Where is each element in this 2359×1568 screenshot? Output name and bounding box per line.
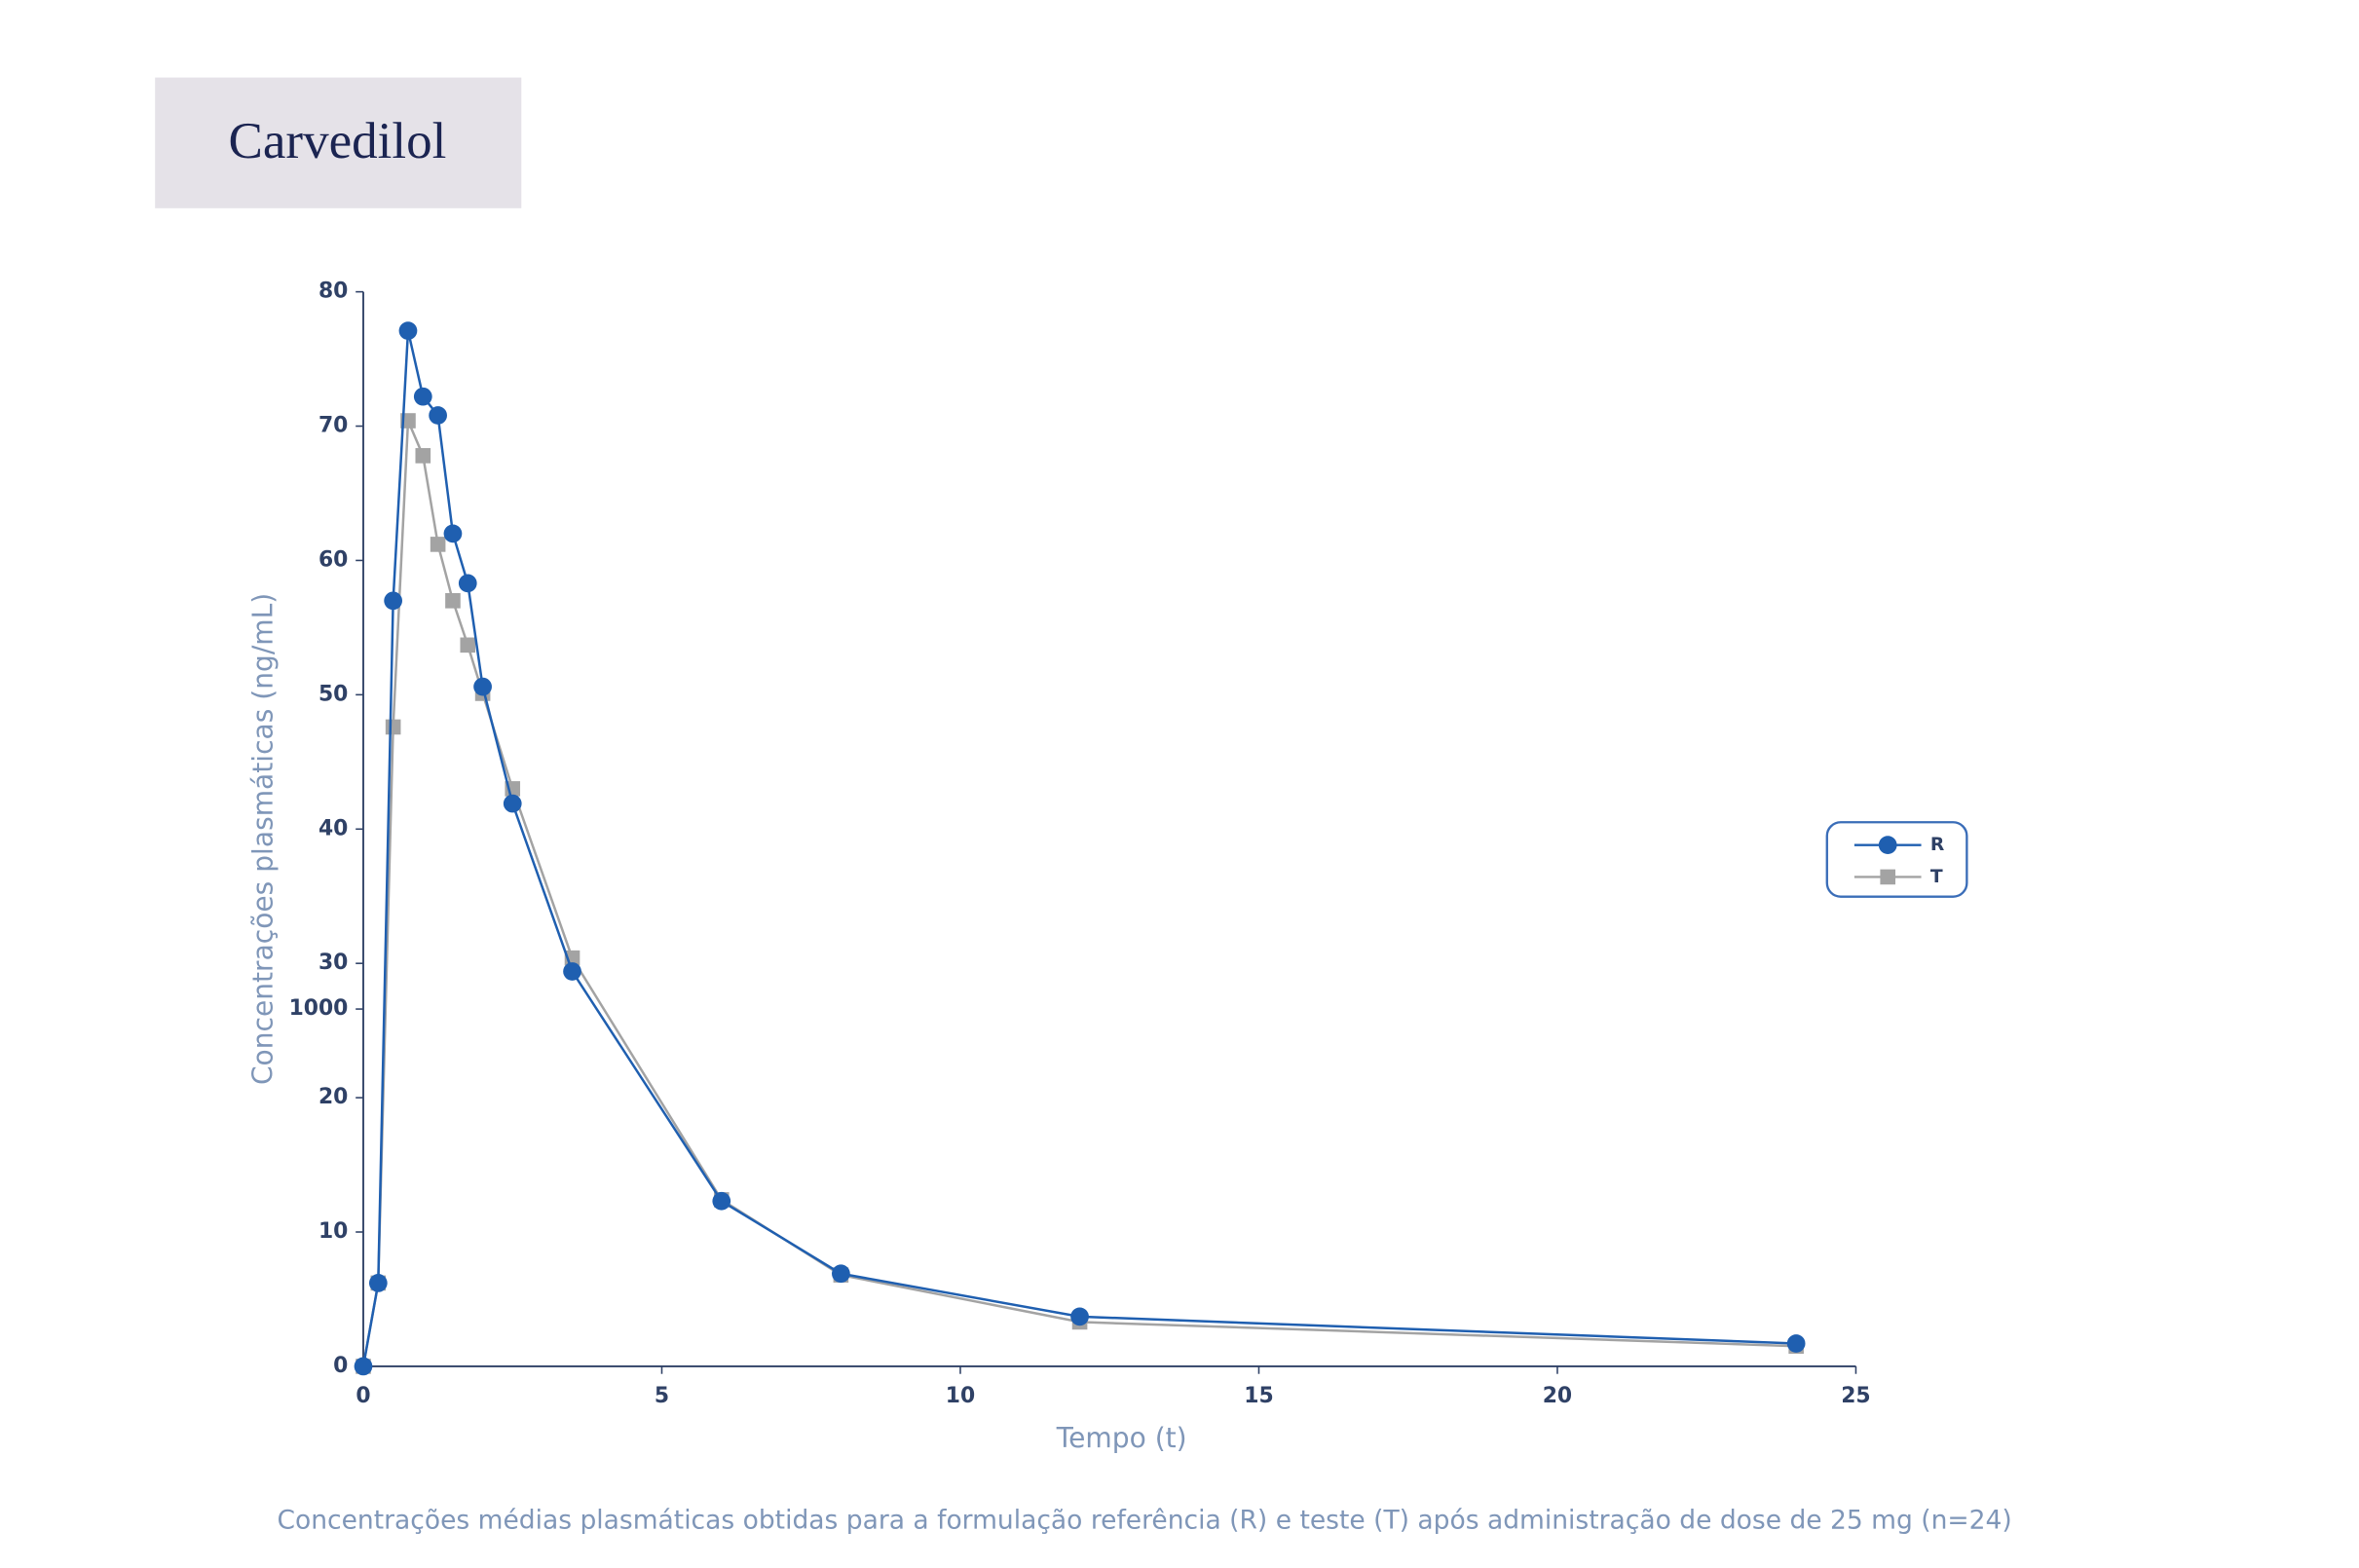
legend-marker <box>1880 869 1896 885</box>
series-line <box>361 330 1797 1367</box>
data-point <box>384 591 403 611</box>
y-tick-label: 40 <box>318 816 348 840</box>
legend-marker <box>1878 836 1897 855</box>
y-tick-label: 20 <box>318 1085 348 1109</box>
data-point <box>445 593 461 609</box>
x-tick-label: 0 <box>356 1384 370 1408</box>
legend-label: R <box>1930 835 1945 855</box>
y-tick-label: 70 <box>318 414 348 438</box>
x-tick-label: 20 <box>1543 1384 1572 1408</box>
data-point <box>385 719 401 735</box>
y-tick-label: 50 <box>318 682 348 706</box>
data-point <box>429 406 447 425</box>
x-tick-label: 5 <box>655 1384 669 1408</box>
y-tick-label: 0 <box>333 1354 348 1378</box>
y-tick-label: 80 <box>318 280 348 304</box>
x-tick-label: 10 <box>946 1384 975 1408</box>
data-point <box>398 321 418 340</box>
data-point <box>1070 1307 1089 1326</box>
title: Carvedilol <box>229 113 447 169</box>
y-tick-label: 1000 <box>289 996 349 1021</box>
data-point <box>563 962 581 981</box>
title-box <box>155 77 522 208</box>
y-tick-label: 10 <box>318 1219 348 1244</box>
data-point <box>415 448 431 464</box>
y-tick-label: 60 <box>318 547 348 572</box>
x-axis-label: Tempo (t) <box>1056 1422 1187 1454</box>
data-point <box>413 387 432 406</box>
data-point <box>473 677 492 696</box>
series-line <box>361 420 1797 1367</box>
data-point <box>368 1274 388 1292</box>
legend-label: T <box>1930 867 1943 887</box>
y-axis-label: Concentrações plasmáticas (ng/mL) <box>247 593 280 1085</box>
legend-box <box>1825 821 1968 898</box>
x-tick-label: 25 <box>1841 1384 1870 1408</box>
data-point <box>458 574 477 593</box>
data-point <box>503 794 522 813</box>
data-point <box>354 1357 373 1376</box>
caption: Concentrações médias plasmáticas obtidas… <box>277 1506 2011 1536</box>
y-tick-label: 30 <box>318 951 348 975</box>
x-tick-label: 15 <box>1244 1384 1273 1408</box>
data-point <box>460 637 476 653</box>
data-point <box>1786 1334 1806 1353</box>
data-point <box>712 1191 731 1211</box>
data-point <box>430 537 446 552</box>
data-point <box>443 524 463 543</box>
data-point <box>832 1264 850 1284</box>
